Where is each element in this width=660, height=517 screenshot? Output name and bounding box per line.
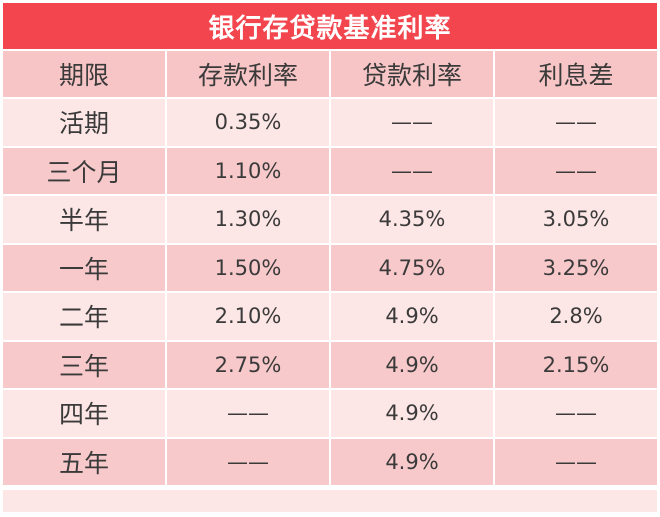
deposit-cell: —— — [167, 438, 329, 485]
term-cell: 五年 — [3, 438, 165, 485]
deposit-cell: 1.50% — [167, 244, 329, 291]
deposit-cell: 1.10% — [167, 147, 329, 194]
table-row: 一年 1.50% 4.75% 3.25% — [3, 244, 657, 291]
spread-cell: 3.25% — [495, 244, 657, 291]
deposit-cell: 2.10% — [167, 293, 329, 340]
header-spread: 利息差 — [495, 51, 657, 97]
loan-cell: 4.9% — [331, 293, 493, 340]
loan-cell: 4.9% — [331, 438, 493, 485]
term-cell: 一年 — [3, 244, 165, 291]
term-cell: 三年 — [3, 341, 165, 388]
loan-cell: —— — [331, 147, 493, 194]
rate-table-card: 银行存贷款基准利率 期限 存款利率 贷款利率 利息差 活期 0.35% —— —… — [3, 3, 657, 512]
table-row: 三年 2.75% 4.9% 2.15% — [3, 341, 657, 388]
spread-cell: —— — [495, 438, 657, 485]
table-row: 五年 —— 4.9% —— — [3, 438, 657, 485]
table-row: 半年 1.30% 4.35% 3.05% — [3, 196, 657, 243]
header-deposit-rate: 存款利率 — [167, 51, 329, 97]
deposit-cell: 1.30% — [167, 196, 329, 243]
term-cell: 三个月 — [3, 147, 165, 194]
spread-cell: 2.15% — [495, 341, 657, 388]
table-title: 银行存贷款基准利率 — [3, 3, 657, 49]
loan-cell: 4.35% — [331, 196, 493, 243]
loan-cell: 4.9% — [331, 341, 493, 388]
spread-cell: 3.05% — [495, 196, 657, 243]
deposit-cell: —— — [167, 390, 329, 437]
header-row: 期限 存款利率 贷款利率 利息差 — [3, 51, 657, 97]
loan-cell: 4.75% — [331, 244, 493, 291]
table-footer-strip — [3, 490, 657, 512]
table-row: 四年 —— 4.9% —— — [3, 390, 657, 437]
rate-table: 期限 存款利率 贷款利率 利息差 活期 0.35% —— —— 三个月 1.10… — [1, 49, 659, 487]
table-row: 二年 2.10% 4.9% 2.8% — [3, 293, 657, 340]
deposit-cell: 2.75% — [167, 341, 329, 388]
table-row: 活期 0.35% —— —— — [3, 99, 657, 146]
header-term: 期限 — [3, 51, 165, 97]
header-loan-rate: 贷款利率 — [331, 51, 493, 97]
term-cell: 四年 — [3, 390, 165, 437]
spread-cell: —— — [495, 99, 657, 146]
term-cell: 二年 — [3, 293, 165, 340]
spread-cell: 2.8% — [495, 293, 657, 340]
deposit-cell: 0.35% — [167, 99, 329, 146]
spread-cell: —— — [495, 147, 657, 194]
table-row: 三个月 1.10% —— —— — [3, 147, 657, 194]
term-cell: 活期 — [3, 99, 165, 146]
loan-cell: 4.9% — [331, 390, 493, 437]
loan-cell: —— — [331, 99, 493, 146]
spread-cell: —— — [495, 390, 657, 437]
term-cell: 半年 — [3, 196, 165, 243]
